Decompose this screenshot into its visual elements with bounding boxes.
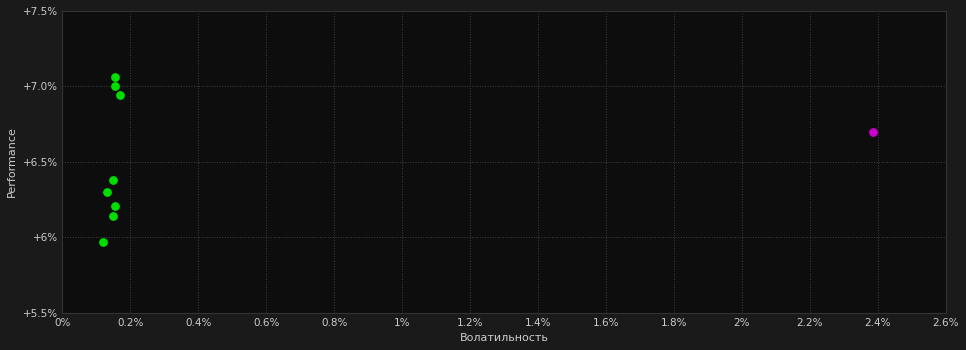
Point — [112, 93, 128, 98]
Y-axis label: Performance: Performance — [7, 126, 17, 197]
Point — [95, 239, 110, 245]
Point — [107, 75, 123, 80]
X-axis label: Волатильность: Волатильность — [460, 333, 549, 343]
Point — [107, 84, 123, 89]
Point — [105, 177, 121, 183]
Point — [105, 213, 121, 219]
Point — [99, 189, 114, 195]
Point — [107, 203, 123, 208]
Point — [865, 129, 880, 134]
